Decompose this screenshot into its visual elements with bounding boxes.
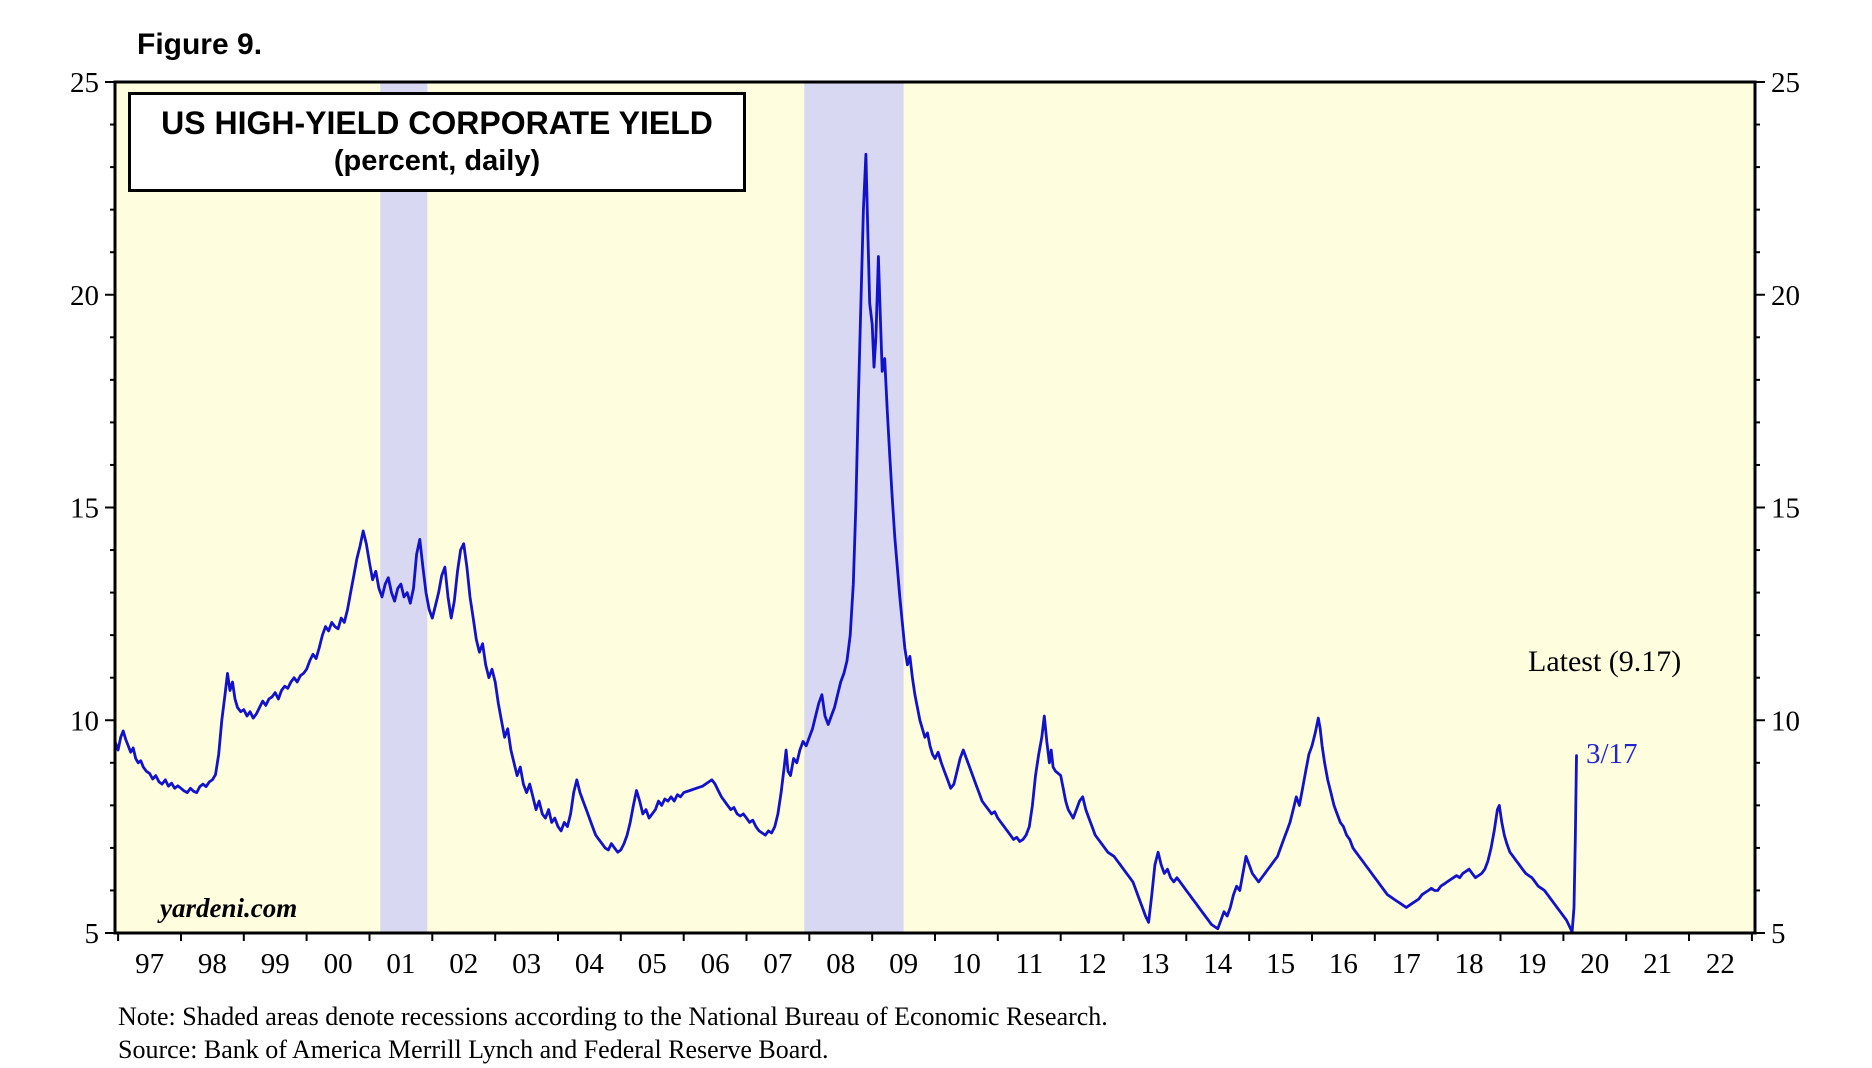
x-axis-label: 05 [638,948,667,980]
watermark-yardeni: yardeni.com [160,893,298,923]
x-axis-label: 20 [1580,948,1609,980]
x-axis-label: 09 [889,948,918,980]
x-axis-label: 03 [512,948,541,980]
x-axis-label: 97 [135,948,164,980]
y-axis-label-right: 25 [1771,67,1800,99]
footnotes: Note: Shaded areas denote recessions acc… [118,1000,1108,1066]
y-axis-label-left: 15 [70,493,99,525]
x-axis-label: 21 [1643,948,1672,980]
x-axis-label: 08 [826,948,855,980]
x-axis-label: 01 [386,948,415,980]
x-axis-label: 12 [1078,948,1107,980]
recession-band [380,82,428,933]
note-line: Note: Shaded areas denote recessions acc… [118,1002,1108,1031]
x-axis-label: 11 [1015,948,1043,980]
x-axis-label: 22 [1706,948,1735,980]
y-axis-label-left: 5 [85,918,100,950]
y-axis-label-left: 25 [70,67,99,99]
plot-background [115,82,1755,933]
y-axis-label-right: 5 [1771,918,1786,950]
chart-title: US HIGH-YIELD CORPORATE YIELD [161,105,713,141]
x-axis-label: 16 [1329,948,1358,980]
x-axis-label: 18 [1455,948,1484,980]
x-axis-label: 02 [449,948,478,980]
y-axis-label-left: 10 [70,705,99,737]
latest-point-annotation: 3/17 [1586,738,1638,770]
x-axis-label: 07 [763,948,792,980]
x-axis-label: 14 [1203,948,1233,980]
source-line: Source: Bank of America Merrill Lynch an… [118,1035,829,1064]
x-axis-label: 13 [1140,948,1169,980]
x-axis-label: 00 [324,948,353,980]
y-axis-label-right: 10 [1771,705,1800,737]
yield-line [113,152,1578,934]
y-axis-label-right: 15 [1771,493,1800,525]
recession-band [804,82,904,933]
x-axis-label: 06 [701,948,730,980]
figure-label: Figure 9. [137,28,263,61]
x-axis-label: 99 [261,948,290,980]
x-axis-label: 98 [198,948,227,980]
x-axis-label: 17 [1392,948,1421,980]
y-axis-label-right: 20 [1771,280,1800,312]
latest-annotation: Latest (9.17) [1528,645,1682,678]
x-axis-label: 10 [952,948,981,980]
chart-title-box: US HIGH-YIELD CORPORATE YIELD (percent, … [128,92,746,192]
y-axis-label-left: 20 [70,280,99,312]
x-axis-label: 04 [575,948,605,980]
x-axis-label: 19 [1517,948,1546,980]
chart-subtitle: (percent, daily) [333,145,541,177]
x-axis-label: 15 [1266,948,1295,980]
